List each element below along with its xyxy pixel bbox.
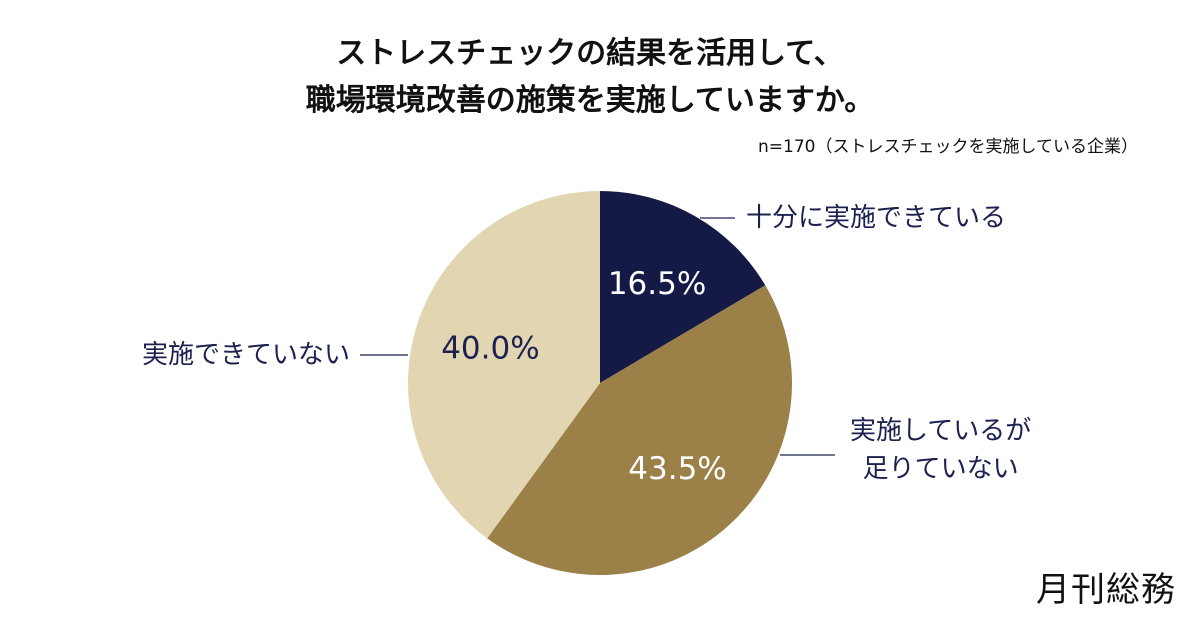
subtitle: n=170（ストレスチェックを実施している企業） <box>758 137 1138 157</box>
chart-title: ストレスチェックの結果を活用して、 <box>336 36 844 71</box>
value-label: 16.5% <box>608 266 706 302</box>
value-label: 43.5% <box>628 451 726 487</box>
chart-title: 職場環境改善の施策を実施していますか。 <box>305 83 875 118</box>
brand-logo: 月刊総務 <box>1036 570 1176 610</box>
pie-slice <box>487 285 792 576</box>
value-label: 40.0% <box>441 330 539 366</box>
pie-slice <box>408 191 600 539</box>
category-label: 実施しているが 足りていない <box>850 416 1032 484</box>
category-label: 実施できていない <box>141 340 350 370</box>
category-label: 十分に実施できている <box>746 203 1007 233</box>
pie-slice <box>600 191 766 383</box>
